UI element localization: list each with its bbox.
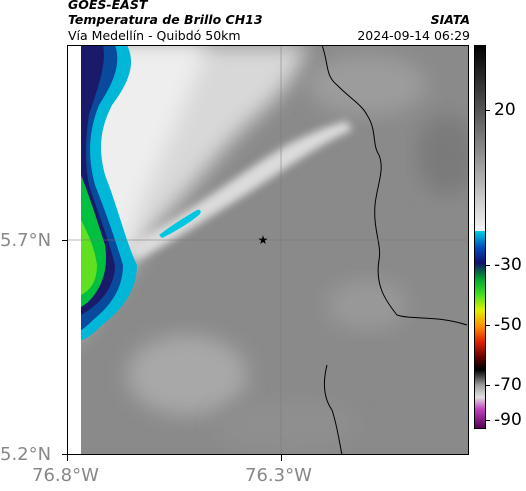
y-tick-mark: [62, 240, 68, 241]
colorbar: [474, 45, 486, 429]
colorbar-tick-mark: [486, 325, 490, 326]
grey-patch: [327, 280, 407, 330]
grey-patch: [127, 335, 247, 415]
location-label: Vía Medellín - Quibdó 50km: [68, 28, 241, 43]
x-tick-mark: [67, 455, 68, 461]
map-edge-strip: [67, 45, 81, 455]
product-title: Temperatura de Brillo CH13: [68, 12, 263, 27]
colorbar-grey-section: [474, 45, 486, 231]
border-line: [324, 364, 343, 455]
x-tick-label: 76.8°W: [32, 465, 99, 486]
colorbar-tick-label: -50: [494, 315, 522, 335]
colorbar-tick-mark: [486, 265, 490, 266]
x-tick-mark: [281, 455, 282, 461]
grey-patch: [417, 115, 469, 195]
grey-patch: [217, 400, 357, 450]
x-tick-label: 76.3°W: [245, 465, 312, 486]
y-tick-label: 5.7°N: [0, 230, 52, 251]
brightness-temperature-map: ★: [67, 45, 469, 455]
border-line: [321, 45, 468, 326]
datetime-label: 2024-09-14 06:29: [357, 28, 470, 43]
colorbar-tick-label: 20: [494, 100, 516, 120]
colorbar-tick-label: -90: [494, 410, 522, 430]
colorbar-tick-mark: [486, 385, 490, 386]
colorbar-tick-mark: [486, 420, 490, 421]
location-star-icon: ★: [258, 233, 269, 247]
map-frame: [67, 45, 469, 455]
colorbar-color-section: [474, 231, 486, 429]
colorbar-tick-label: -70: [494, 375, 522, 395]
cold-cloud-lightgreen: [81, 220, 97, 295]
source-label: SIATA: [430, 12, 470, 27]
grey-patch: [307, 55, 427, 115]
colorbar-tick-mark: [486, 110, 490, 111]
cold-cloud-streak: [159, 209, 201, 238]
colorbar-frame: [474, 45, 486, 429]
y-tick-mark: [62, 454, 68, 455]
satellite-title: GOES-EAST: [68, 0, 148, 12]
colorbar-tick-label: -30: [494, 255, 522, 275]
y-tick-label: 5.2°N: [0, 444, 52, 465]
